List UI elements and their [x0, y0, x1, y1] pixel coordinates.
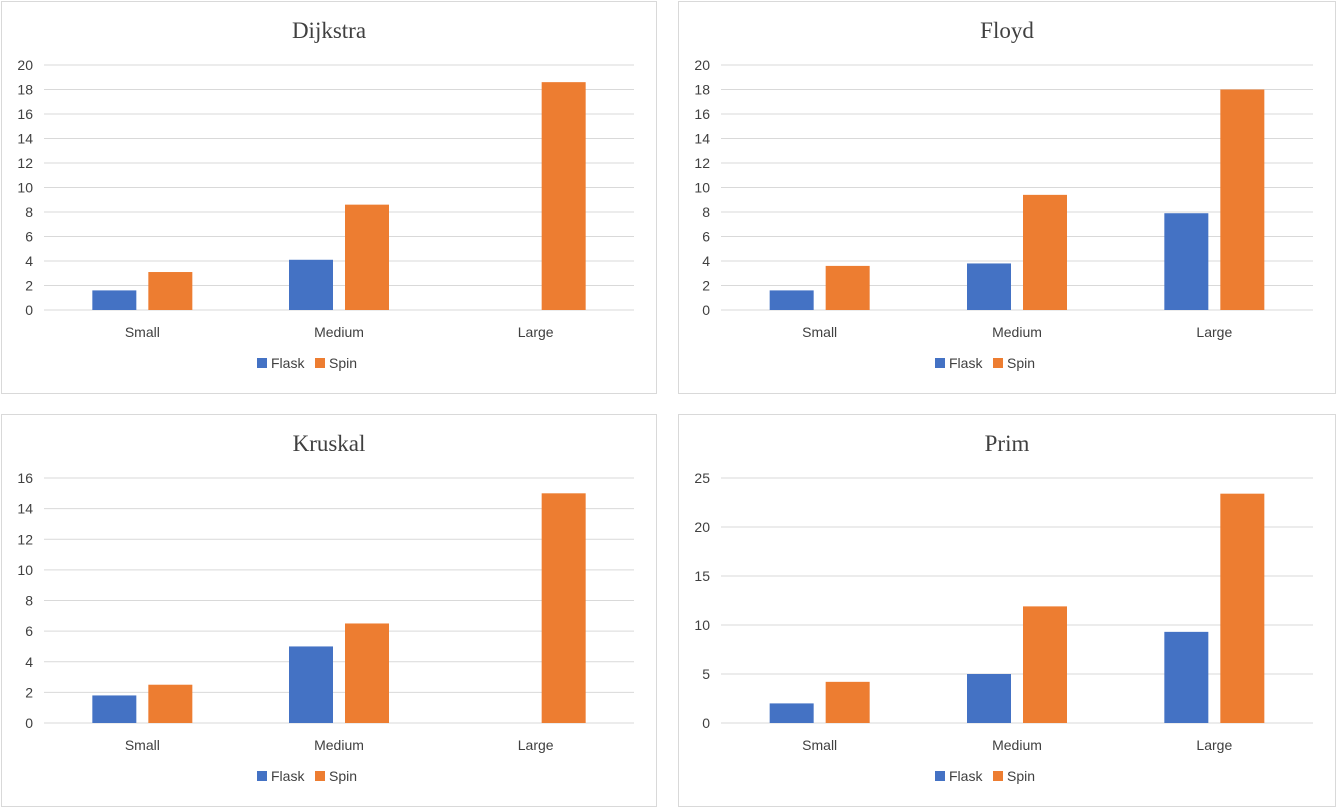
y-tick-label: 14 [694, 131, 710, 147]
chart-svg: Dijkstra 0 2 4 6 8 10 12 14 16 18 20 Small Medium Larg… [17, 18, 634, 371]
legend-label-flask: Flask [271, 768, 305, 784]
chart-svg: Floyd 0 2 4 6 8 10 12 14 16 18 20 Small Medium Large Fl… [694, 18, 1313, 371]
y-tick-label: 4 [702, 253, 710, 269]
chart-floyd-title: Floyd [980, 18, 1034, 43]
bar-flask-small [92, 695, 137, 723]
x-tick-label: Small [802, 324, 837, 340]
y-tick-label: 4 [25, 654, 33, 670]
chart-panel-kruskal: Kruskal 0 2 4 6 8 10 12 14 16 Small Medium Large Flas… [1, 414, 657, 807]
x-tick-label: Medium [992, 324, 1042, 340]
legend-label-spin: Spin [329, 768, 357, 784]
y-tick-label: 10 [694, 180, 710, 196]
legend-swatch-flask [257, 358, 267, 368]
y-tick-label: 8 [25, 204, 33, 220]
chart-svg: Prim 0 5 10 15 20 25 Small Medium Large Flask Spin [694, 431, 1313, 784]
y-tick-label: 0 [702, 302, 710, 318]
legend-label-flask: Flask [949, 355, 983, 371]
y-tick-label: 25 [694, 470, 710, 486]
chart-kruskal-title: Kruskal [293, 431, 366, 456]
bar-spin-medium [1023, 606, 1067, 723]
bar-spin-large [541, 82, 586, 311]
y-tick-label: 14 [17, 501, 33, 517]
legend-label-spin: Spin [1007, 355, 1035, 371]
y-tick-label: 2 [25, 684, 33, 700]
chart-dijkstra-title: Dijkstra [292, 18, 366, 43]
bar-flask-medium [289, 259, 333, 310]
bar-spin-small [825, 265, 870, 310]
bar-spin-large [1220, 493, 1265, 723]
legend-swatch-spin [315, 771, 325, 781]
legend-label-spin: Spin [329, 355, 357, 371]
bar-flask-large [1164, 631, 1209, 723]
legend-label-spin: Spin [1007, 768, 1035, 784]
y-tick-label: 10 [17, 180, 33, 196]
y-tick-label: 6 [702, 229, 710, 245]
x-tick-label: Medium [314, 324, 364, 340]
y-tick-label: 20 [694, 57, 710, 73]
legend-swatch-flask [257, 771, 267, 781]
x-tick-label: Large [518, 324, 554, 340]
chart-panel-floyd: Floyd 0 2 4 6 8 10 12 14 16 18 20 Small Medium Large Fl… [678, 1, 1336, 394]
y-tick-label: 2 [25, 278, 33, 294]
bar-flask-small [769, 703, 814, 723]
chart-panel-dijkstra: Dijkstra 0 2 4 6 8 10 12 14 16 18 20 Small Medium Larg… [1, 1, 657, 394]
bar-spin-small [148, 684, 193, 723]
bar-flask-medium [967, 674, 1011, 723]
y-tick-label: 12 [17, 531, 33, 547]
legend-swatch-spin [993, 358, 1003, 368]
y-tick-label: 5 [702, 666, 710, 682]
bar-spin-medium [345, 204, 389, 310]
legend-swatch-flask [935, 771, 945, 781]
y-tick-label: 16 [17, 470, 33, 486]
legend-swatch-spin [315, 358, 325, 368]
y-tick-label: 20 [694, 519, 710, 535]
y-tick-label: 10 [17, 562, 33, 578]
bar-spin-large [541, 493, 586, 723]
y-tick-label: 6 [25, 623, 33, 639]
y-tick-label: 6 [25, 229, 33, 245]
x-tick-label: Medium [992, 737, 1042, 753]
bar-flask-medium [289, 646, 333, 723]
y-tick-label: 0 [702, 715, 710, 731]
bar-flask-small [769, 290, 814, 310]
y-tick-label: 0 [25, 715, 33, 731]
y-tick-label: 12 [17, 155, 33, 171]
x-tick-label: Large [1196, 737, 1232, 753]
y-tick-label: 14 [17, 131, 33, 147]
bar-flask-large [1164, 213, 1209, 310]
legend-swatch-spin [993, 771, 1003, 781]
chart-prim-title: Prim [985, 431, 1030, 456]
chart-svg: Kruskal 0 2 4 6 8 10 12 14 16 Small Medium Large Flas… [17, 431, 634, 784]
x-tick-label: Small [125, 737, 160, 753]
bar-spin-medium [345, 623, 389, 723]
y-tick-label: 2 [702, 278, 710, 294]
x-tick-label: Small [125, 324, 160, 340]
legend-swatch-flask [935, 358, 945, 368]
bar-spin-large [1220, 89, 1265, 310]
bar-spin-small [148, 272, 193, 310]
bar-spin-small [825, 681, 870, 723]
x-tick-label: Small [802, 737, 837, 753]
y-tick-label: 4 [25, 253, 33, 269]
y-tick-label: 16 [694, 106, 710, 122]
bar-spin-medium [1023, 194, 1067, 310]
x-tick-label: Large [518, 737, 554, 753]
y-tick-label: 8 [25, 593, 33, 609]
y-tick-label: 18 [17, 82, 33, 98]
x-tick-label: Medium [314, 737, 364, 753]
y-tick-label: 8 [702, 204, 710, 220]
y-tick-label: 10 [694, 617, 710, 633]
y-tick-label: 12 [694, 155, 710, 171]
y-tick-label: 20 [17, 57, 33, 73]
y-tick-label: 18 [694, 82, 710, 98]
bar-flask-small [92, 290, 137, 310]
x-tick-label: Large [1196, 324, 1232, 340]
y-tick-label: 16 [17, 106, 33, 122]
chart-panel-prim: Prim 0 5 10 15 20 25 Small Medium Large Flask Spin [678, 414, 1336, 807]
y-tick-label: 15 [694, 568, 710, 584]
bar-flask-medium [967, 263, 1011, 310]
legend-label-flask: Flask [949, 768, 983, 784]
legend-label-flask: Flask [271, 355, 305, 371]
y-tick-label: 0 [25, 302, 33, 318]
